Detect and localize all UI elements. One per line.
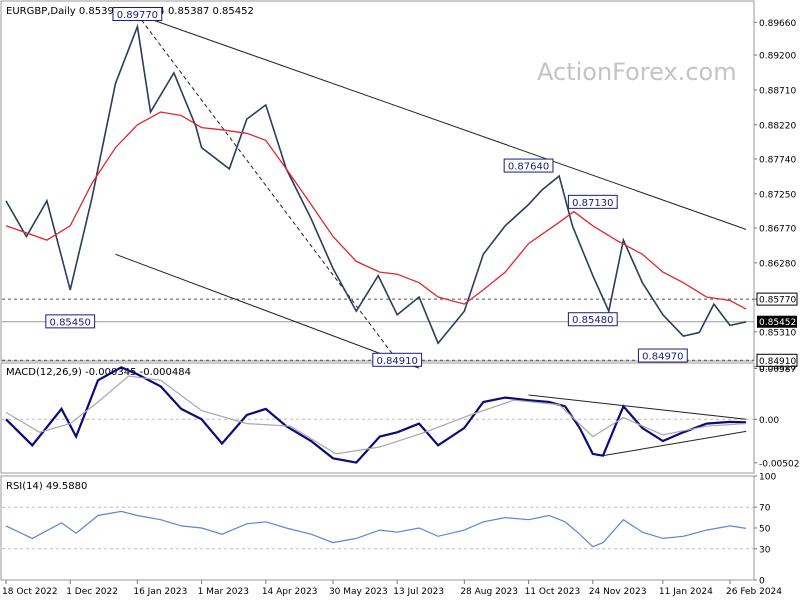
macd-series <box>2 366 754 464</box>
annotation-box <box>45 314 96 329</box>
macd-trendline <box>528 394 747 420</box>
watermark: ActionForex.com <box>537 58 737 86</box>
x-tick-label: 11 Oct 2023 <box>525 587 581 597</box>
price-axis: 0.89660 0.89200 0.88710 0.88220 0.87740 0.872… <box>754 19 798 373</box>
annotation-box <box>567 312 618 327</box>
x-axis: 18 Oct 2022 1 Dec 2022 16 Jan 2023 1 Mar 20… <box>2 580 782 597</box>
price-y-tick-label: 0.84820 <box>759 363 796 373</box>
level-label: 0.85770 <box>759 296 796 306</box>
annotation-box <box>637 348 688 363</box>
price-y-tick-label: 0.88220 <box>759 121 796 131</box>
annotation-box <box>372 352 423 367</box>
x-tick-label: 16 Jan 2023 <box>133 587 187 597</box>
macd-y-tick-label: 0.00 <box>759 416 779 426</box>
annotation-box <box>567 194 618 209</box>
current-price-box <box>757 315 797 328</box>
annotation-label: 0.87130 <box>572 198 613 209</box>
rsi-axis: 100 70 50 30 0 <box>754 473 776 587</box>
price-y-tick-label: 0.86770 <box>759 224 796 234</box>
price-y-tick-label: 0.89200 <box>759 52 796 62</box>
price-y-tick-label: 0.85310 <box>759 328 796 338</box>
macd-panel-frame <box>0 362 755 474</box>
x-tick-label: 13 Jul 2023 <box>393 587 444 597</box>
rsi-line <box>5 510 747 548</box>
annotation-label: 0.85480 <box>572 315 613 326</box>
price-y-tick-label: 0.88710 <box>759 86 796 96</box>
rsi-series <box>2 506 754 550</box>
annotation-label: 0.89770 <box>117 10 158 21</box>
level-label-box <box>756 353 798 367</box>
x-tick-label: 30 May 2023 <box>329 587 388 597</box>
current-price-label: 0.85452 <box>759 318 796 328</box>
price-close-line <box>5 23 747 345</box>
annotation-label: 0.85450 <box>50 317 91 328</box>
x-tick-label: 24 Nov 2023 <box>589 587 647 597</box>
macd-trendline <box>602 430 747 457</box>
price-y-tick-label: 0.87250 <box>759 190 796 200</box>
price-trendlines <box>2 14 754 369</box>
rsi-y-tick-label: 100 <box>759 473 776 483</box>
rsi-y-tick-label: 70 <box>759 504 771 514</box>
macd-label: MACD(12,26,9) -0.000345 -0.000484 <box>6 367 191 378</box>
price-y-tick-label: 0.89660 <box>759 19 796 29</box>
x-tick-label: 1 Mar 2023 <box>198 587 249 597</box>
rsi-y-tick-label: 0 <box>759 577 765 587</box>
macd-signal-line <box>5 375 747 455</box>
moving-average-line <box>5 111 747 310</box>
x-tick-label: 1 Dec 2022 <box>66 587 118 597</box>
price-y-tick-label: 0.87740 <box>759 155 796 165</box>
rsi-label: RSI(14) 49.5880 <box>6 481 87 492</box>
trendline <box>137 14 747 230</box>
rsi-panel-frame <box>0 475 755 581</box>
x-tick-label: 26 Feb 2024 <box>726 587 782 597</box>
x-tick-label: 14 Apr 2023 <box>262 587 318 597</box>
trendline <box>136 14 398 361</box>
macd-y-tick-label: 0.00587 <box>759 365 796 375</box>
annotation-label: 0.87640 <box>508 162 549 173</box>
annotation-label: 0.84970 <box>642 352 683 363</box>
price-series <box>5 23 747 345</box>
rsi-y-tick-label: 50 <box>759 525 771 535</box>
macd-line <box>5 366 747 464</box>
x-tick-label: 18 Oct 2022 <box>2 587 58 597</box>
annotation-label: 0.84910 <box>377 356 418 367</box>
annotation-box <box>112 7 163 22</box>
price-panel-frame <box>0 0 755 362</box>
x-tick-label: 28 Aug 2023 <box>460 587 518 597</box>
rsi-y-tick-label: 30 <box>759 545 771 555</box>
level-label: 0.84910 <box>759 357 796 367</box>
level-label-box <box>756 292 798 306</box>
trendline <box>115 253 420 369</box>
price-annotations: 0.89770 0.85450 0.84910 0.87640 0.87130 0.854… <box>45 7 688 367</box>
price-y-tick-label: 0.86280 <box>759 259 796 269</box>
x-tick-label: 11 Jan 2024 <box>659 587 713 597</box>
annotation-box <box>503 158 554 173</box>
